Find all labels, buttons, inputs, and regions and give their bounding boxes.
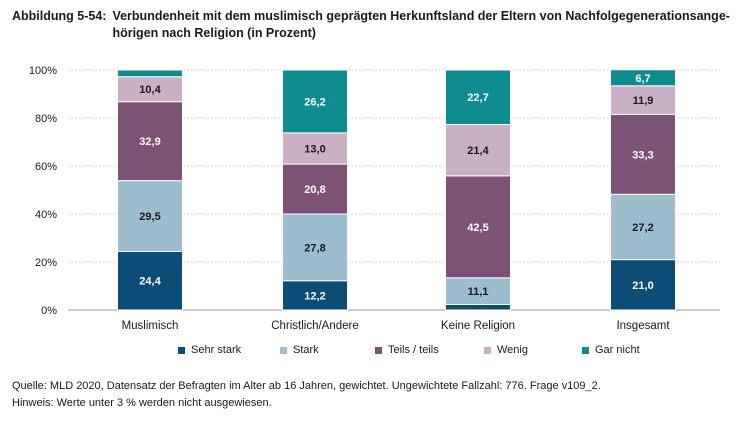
bar-segment xyxy=(282,280,348,311)
legend-swatch xyxy=(178,346,185,354)
y-tick-label: 60% xyxy=(35,161,57,173)
data-label: 13,0 xyxy=(304,143,325,155)
data-label: 11,9 xyxy=(633,95,654,107)
bar-segment xyxy=(282,163,348,215)
legend-label: Sehr stark xyxy=(191,344,242,356)
x-category-label: Muslimisch xyxy=(122,320,179,332)
bar-segment xyxy=(610,85,676,115)
bar-segment xyxy=(117,250,183,311)
hint-note: Hinweis: Werte unter 3 % werden nicht au… xyxy=(12,397,272,409)
legend-item: Teils / teils xyxy=(375,344,439,356)
data-label: 26,2 xyxy=(304,96,325,108)
data-label: 11,1 xyxy=(468,286,489,298)
figure-label: Abbildung 5-54: xyxy=(12,9,107,23)
bar-segment xyxy=(117,76,183,103)
bar-segment xyxy=(117,101,183,182)
chart-legend: Sehr stark Stark Teils / teils Wenig Gar nic… xyxy=(0,344,749,360)
data-label: 29,5 xyxy=(139,211,160,223)
data-label: 6,7 xyxy=(635,73,650,85)
bar-segment xyxy=(445,123,511,177)
bar-segment xyxy=(610,259,676,311)
x-category-label: Insgesamt xyxy=(616,320,670,332)
x-category-label: Keine Religion xyxy=(441,320,515,332)
y-tick-label: 40% xyxy=(35,209,57,221)
data-label: 32,9 xyxy=(139,136,160,148)
legend-item: Gar nicht xyxy=(582,344,640,356)
data-label: 22,7 xyxy=(467,92,488,104)
legend-swatch xyxy=(484,346,491,354)
bar-segment xyxy=(282,213,348,282)
legend-label: Gar nicht xyxy=(595,344,640,356)
bar-segment xyxy=(445,175,511,279)
y-tick-label: 0% xyxy=(41,305,57,317)
legend-item: Wenig xyxy=(484,344,528,356)
bar-segment xyxy=(117,69,183,78)
bar-segment xyxy=(445,69,511,125)
data-label: 20,8 xyxy=(304,184,325,196)
bar-segment xyxy=(117,180,183,252)
bar-segment xyxy=(445,303,511,311)
data-label: 27,8 xyxy=(304,242,325,254)
y-tick-label: 20% xyxy=(35,257,57,269)
data-label: 42,5 xyxy=(467,222,488,234)
legend-label: Stark xyxy=(293,344,319,356)
legend-swatch xyxy=(280,346,287,354)
bar-segment xyxy=(282,132,348,165)
bar-segment xyxy=(610,113,676,195)
legend-label: Wenig xyxy=(497,344,528,356)
figure-title: Verbundenheit mit dem muslimisch geprägt… xyxy=(112,9,730,40)
legend-swatch xyxy=(375,346,382,354)
figure-title-block: Abbildung 5-54: Verbundenheit mit dem mu… xyxy=(12,8,742,42)
data-label: 24,4 xyxy=(139,276,161,288)
legend-label: Teils / teils xyxy=(388,344,439,356)
y-tick-label: 80% xyxy=(35,113,57,125)
data-label: 27,2 xyxy=(632,222,653,234)
y-tick-label: 100% xyxy=(29,65,57,77)
legend-item: Sehr stark xyxy=(178,344,241,356)
data-label: 21,4 xyxy=(467,145,489,157)
legend-swatch xyxy=(582,346,589,354)
bar-segment xyxy=(282,69,348,134)
stacked-bar-chart: 0% 20% 40% 60% 80% 100% 24,4 29,5 32,9 10,4 Muslim… xyxy=(29,65,720,332)
data-label: 12,2 xyxy=(304,290,325,302)
data-label: 33,3 xyxy=(632,149,653,161)
x-category-label: Christlich/Andere xyxy=(271,320,359,332)
legend-item: Stark xyxy=(280,344,319,356)
bar-segment xyxy=(610,69,676,87)
source-note: Quelle: MLD 2020, Datensatz der Befragte… xyxy=(12,380,601,392)
bar-segment xyxy=(445,277,511,305)
data-label: 21,0 xyxy=(632,280,653,292)
bar-segment xyxy=(610,193,676,261)
chart-footer: Quelle: MLD 2020, Datensatz der Befragte… xyxy=(12,378,601,412)
data-label: 10,4 xyxy=(139,84,161,96)
